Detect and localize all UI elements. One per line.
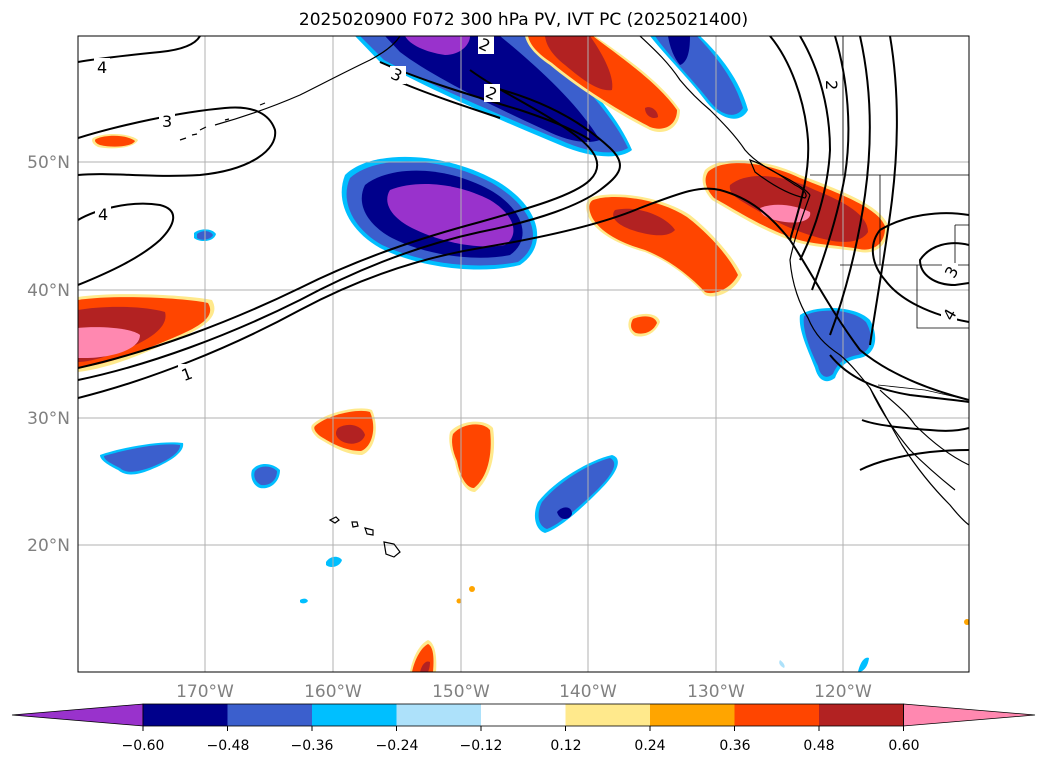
- lat-label-40n: 40°N: [27, 281, 70, 301]
- colorbar-tick-label: −0.36: [291, 738, 334, 754]
- colorbar-frame: [142, 703, 904, 727]
- lat-label-50n: 50°N: [27, 153, 70, 173]
- colorbar-tick-label: −0.60: [122, 738, 165, 754]
- coastlines: [179, 36, 969, 558]
- colorbar: [11, 703, 1036, 731]
- latitude-labels: 50°N 40°N 30°N 20°N: [27, 153, 70, 556]
- colorbar-segment: [312, 704, 397, 726]
- colorbar-tick-label: 0.48: [803, 738, 834, 754]
- longitude-labels: 170°W 160°W 150°W 140°W 130°W 120°W: [176, 682, 872, 702]
- colorbar-tick-label: 0.60: [888, 738, 919, 754]
- colorbar-segment: [650, 704, 735, 726]
- colorbar-segment: [819, 704, 904, 726]
- colorbar-tick-label: 0.36: [719, 738, 750, 754]
- negative-anomaly-bc-coast: [650, 36, 748, 119]
- lon-label-120w: 120°W: [814, 682, 872, 702]
- lon-label-150w: 150°W: [432, 682, 490, 702]
- contour-label-2b: 2: [822, 80, 841, 90]
- colorbar-segment: [481, 704, 566, 726]
- map-plot-area: 4 3 4 2 2 1 3 4 3 2: [78, 36, 969, 672]
- colorbar-tick-labels: −0.60 −0.48 −0.36 −0.24 −0.12 0.12 0.24 …: [122, 738, 920, 754]
- colorbar-segment: [565, 704, 651, 726]
- positive-anomaly-upper-band: [525, 36, 680, 132]
- positive-anomaly-northeast-pacific: [586, 194, 742, 297]
- positive-anomaly-small-blobs: [92, 134, 969, 672]
- lon-label-130w: 130°W: [687, 682, 745, 702]
- colorbar-tick-label: −0.48: [207, 738, 250, 754]
- lat-label-20n: 20°N: [27, 536, 70, 556]
- contour-label-3a: 3: [162, 112, 172, 131]
- colorbar-segment: [11, 703, 144, 727]
- map-title: 2025020900 F072 300 hPa PV, IVT PC (2025…: [298, 10, 749, 30]
- colorbar-tick-label: 0.12: [550, 738, 581, 754]
- contour-labels: 4 3 4 2 2 1 3 4 3 2: [94, 36, 962, 385]
- lat-label-30n: 30°N: [27, 409, 70, 429]
- contour-label-4b: 4: [98, 205, 108, 224]
- colorbar-tick-label: 0.24: [634, 738, 665, 754]
- colorbar-segment: [734, 704, 820, 726]
- lon-label-140w: 140°W: [559, 682, 617, 702]
- colorbar-segment: [143, 704, 228, 726]
- negative-anomaly-small-blobs: [100, 229, 869, 672]
- colorbar-tick-label: −0.24: [376, 738, 419, 754]
- lon-label-170w: 170°W: [176, 682, 234, 702]
- colorbar-segment: [396, 704, 482, 726]
- colorbar-segment: [903, 703, 1036, 727]
- negative-anomaly-california: [799, 308, 876, 382]
- lon-label-160w: 160°W: [304, 682, 362, 702]
- colorbar-segment: [227, 704, 313, 726]
- contour-label-4a: 4: [97, 58, 107, 77]
- colorbar-tick-label: −0.12: [460, 738, 503, 754]
- map-frame: [77, 35, 970, 673]
- positive-anomaly-west-edge: [78, 294, 215, 372]
